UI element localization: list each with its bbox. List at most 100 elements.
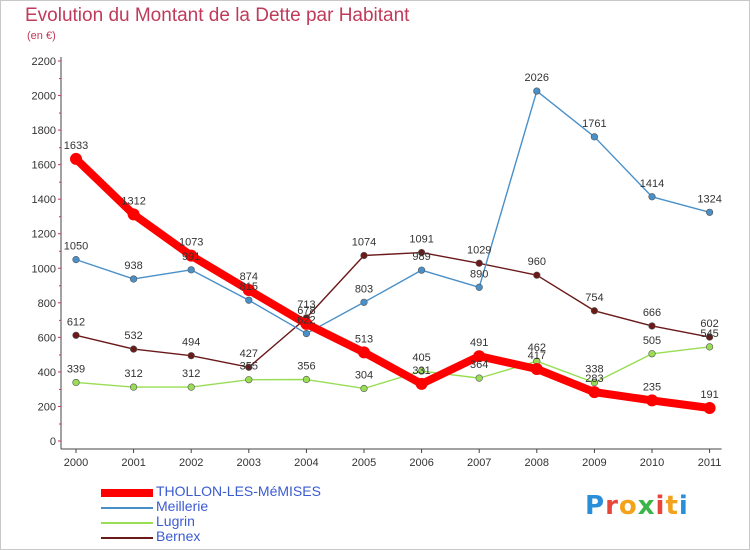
y-tick-label: 400 <box>38 367 56 379</box>
legend-label: Meillerie <box>156 498 209 514</box>
x-tick-label: 2008 <box>525 457 549 469</box>
data-point <box>245 363 253 371</box>
x-tick-label: 2010 <box>640 457 664 469</box>
data-label: 1761 <box>582 118 606 130</box>
data-point <box>70 152 82 165</box>
data-label: 339 <box>67 363 85 375</box>
data-label: 803 <box>355 283 373 295</box>
data-label: 1633 <box>64 140 88 152</box>
data-point <box>360 384 368 393</box>
data-point <box>72 378 80 387</box>
data-point <box>418 367 426 375</box>
data-point <box>72 256 80 264</box>
x-tick-label: 2000 <box>64 457 88 469</box>
y-tick-label: 1800 <box>32 125 56 137</box>
data-label: 1073 <box>179 237 203 249</box>
data-point <box>590 133 599 141</box>
data-label: 331 <box>412 365 430 377</box>
legend-label: THOLLON-LES-MéMISES <box>156 483 321 499</box>
y-tick-label: 600 <box>38 332 56 344</box>
data-point <box>418 266 426 274</box>
data-label: 713 <box>297 299 315 311</box>
x-tick-label: 2011 <box>698 457 722 469</box>
data-point <box>646 394 658 407</box>
data-point <box>360 251 368 260</box>
data-point <box>360 298 368 306</box>
data-label: 405 <box>412 352 430 364</box>
proxiti-logo: Proxiti <box>585 491 689 521</box>
data-label: 505 <box>643 335 661 347</box>
data-label: 874 <box>240 271 258 283</box>
data-point <box>127 208 140 221</box>
data-point <box>473 350 486 363</box>
data-label: 513 <box>355 333 373 345</box>
data-label: 678 <box>297 305 315 317</box>
series-line-lugrin <box>75 346 711 390</box>
chart-subtitle: (en €) <box>27 30 56 42</box>
data-label: 1050 <box>64 241 88 253</box>
data-label: 462 <box>528 342 546 354</box>
data-point <box>475 374 483 382</box>
data-label: 1312 <box>121 195 145 207</box>
data-label: 890 <box>470 268 488 280</box>
data-label: 283 <box>585 373 603 385</box>
logo-letter: i <box>678 491 689 521</box>
logo-letter: x <box>637 491 656 521</box>
data-point <box>300 317 313 330</box>
data-point <box>187 383 195 391</box>
data-point <box>475 259 483 267</box>
data-label: 304 <box>355 369 373 381</box>
legend-swatch <box>101 489 153 497</box>
data-point <box>187 352 195 360</box>
logo-letter: P <box>585 491 606 521</box>
y-tick-label: 200 <box>38 401 56 413</box>
logo-letter: i <box>655 491 666 521</box>
logo-letter: r <box>605 491 619 521</box>
data-point <box>358 346 370 359</box>
x-tick-label: 2004 <box>294 457 318 469</box>
legend-label: Lugrin <box>156 513 195 529</box>
logo-letter: o <box>618 491 638 521</box>
x-tick-label: 2002 <box>179 457 203 469</box>
y-tick-label: 800 <box>38 298 56 310</box>
data-label: 612 <box>67 316 85 328</box>
data-point <box>588 386 601 399</box>
data-point <box>705 333 714 341</box>
data-label: 338 <box>585 364 603 376</box>
data-point <box>245 296 253 304</box>
data-point <box>648 322 656 330</box>
data-label: 356 <box>297 361 315 373</box>
data-point <box>185 249 198 262</box>
legend-label: Bernex <box>156 528 201 544</box>
y-tick-label: 0 <box>50 436 56 448</box>
data-label: 622 <box>297 315 315 327</box>
y-tick-label: 1200 <box>32 229 56 241</box>
data-point <box>302 329 311 338</box>
data-point <box>703 402 716 415</box>
data-point <box>418 248 426 257</box>
data-point <box>245 376 253 384</box>
data-point <box>705 343 714 351</box>
data-point <box>72 331 80 339</box>
data-label: 991 <box>182 251 200 263</box>
data-point <box>130 383 138 391</box>
data-point <box>648 350 656 358</box>
data-point <box>590 379 599 387</box>
x-tick-label: 2005 <box>352 457 376 469</box>
data-label: 960 <box>528 256 546 268</box>
data-label: 545 <box>700 328 718 340</box>
y-tick-label: 2200 <box>32 56 56 68</box>
logo-letter: t <box>665 491 679 521</box>
data-point <box>130 345 138 353</box>
data-label: 417 <box>528 350 546 362</box>
data-point <box>530 362 543 375</box>
data-label: 312 <box>124 368 142 380</box>
x-tick-label: 2001 <box>121 457 145 469</box>
data-label: 532 <box>124 330 142 342</box>
data-label: 938 <box>124 260 142 272</box>
x-tick-label: 2009 <box>582 457 606 469</box>
data-point <box>187 266 195 274</box>
series-line-thollon-les-m-mises <box>72 154 714 413</box>
